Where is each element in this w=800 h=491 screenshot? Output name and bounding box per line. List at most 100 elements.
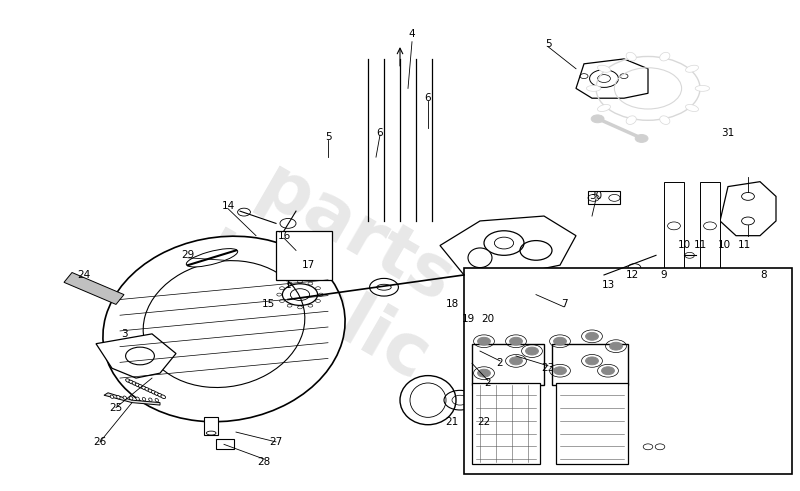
Ellipse shape <box>103 236 345 422</box>
Text: 9: 9 <box>661 270 667 280</box>
Ellipse shape <box>143 261 305 387</box>
Ellipse shape <box>145 387 150 391</box>
Text: 14: 14 <box>222 201 234 211</box>
Text: 22: 22 <box>478 417 490 427</box>
Ellipse shape <box>206 431 216 435</box>
Ellipse shape <box>142 386 146 390</box>
Bar <box>276 231 332 280</box>
Ellipse shape <box>142 398 146 401</box>
Text: 7: 7 <box>561 300 567 309</box>
Ellipse shape <box>377 284 391 290</box>
Ellipse shape <box>468 248 492 268</box>
Ellipse shape <box>598 105 610 111</box>
Ellipse shape <box>148 389 153 393</box>
Text: 2: 2 <box>497 358 503 368</box>
Text: 5: 5 <box>545 39 551 49</box>
Text: 6: 6 <box>425 93 431 103</box>
Ellipse shape <box>117 396 120 399</box>
Text: 2: 2 <box>485 378 491 388</box>
Ellipse shape <box>132 382 137 385</box>
Ellipse shape <box>135 383 140 387</box>
Text: 31: 31 <box>722 128 734 137</box>
Polygon shape <box>104 393 160 405</box>
Ellipse shape <box>126 379 130 382</box>
Text: 26: 26 <box>94 437 106 447</box>
Text: parts
public: parts public <box>191 144 481 396</box>
Ellipse shape <box>158 393 162 397</box>
Ellipse shape <box>400 376 456 425</box>
Text: 6: 6 <box>377 128 383 137</box>
Ellipse shape <box>598 65 610 72</box>
Text: 10: 10 <box>718 241 730 250</box>
Bar <box>472 344 544 385</box>
Ellipse shape <box>660 53 670 61</box>
Bar <box>204 417 218 435</box>
Ellipse shape <box>151 390 156 394</box>
Bar <box>552 344 628 385</box>
Circle shape <box>610 342 622 350</box>
Text: 5: 5 <box>325 133 331 142</box>
Ellipse shape <box>626 53 636 61</box>
Text: 28: 28 <box>258 457 270 466</box>
Text: 12: 12 <box>626 270 638 280</box>
Bar <box>216 439 234 449</box>
Circle shape <box>586 357 598 365</box>
Text: 8: 8 <box>761 270 767 280</box>
Ellipse shape <box>110 395 114 398</box>
Text: 24: 24 <box>78 270 90 280</box>
Text: 23: 23 <box>542 363 554 373</box>
Text: 17: 17 <box>302 260 314 270</box>
Text: 16: 16 <box>278 231 290 241</box>
Ellipse shape <box>149 398 152 401</box>
Ellipse shape <box>123 396 126 399</box>
Text: 3: 3 <box>121 329 127 339</box>
Circle shape <box>586 332 598 340</box>
Text: 11: 11 <box>738 241 750 250</box>
Circle shape <box>526 347 538 355</box>
Circle shape <box>554 367 566 375</box>
Circle shape <box>635 135 648 142</box>
Text: 21: 21 <box>446 417 458 427</box>
Bar <box>556 383 628 464</box>
Polygon shape <box>576 59 648 98</box>
Ellipse shape <box>695 85 710 91</box>
Ellipse shape <box>626 116 636 124</box>
Ellipse shape <box>686 65 698 72</box>
Ellipse shape <box>129 380 134 384</box>
Ellipse shape <box>138 384 143 388</box>
Bar <box>588 191 620 204</box>
Polygon shape <box>720 182 776 236</box>
Circle shape <box>602 367 614 375</box>
Ellipse shape <box>154 392 159 396</box>
Polygon shape <box>96 334 176 378</box>
Ellipse shape <box>660 116 670 124</box>
Circle shape <box>478 337 490 345</box>
Ellipse shape <box>186 248 238 267</box>
Text: 1: 1 <box>285 280 291 290</box>
Text: 18: 18 <box>446 300 458 309</box>
Ellipse shape <box>686 105 698 111</box>
Bar <box>700 182 720 270</box>
Text: 10: 10 <box>678 241 690 250</box>
Ellipse shape <box>136 397 139 400</box>
Polygon shape <box>440 216 576 275</box>
Circle shape <box>591 115 604 123</box>
Bar <box>664 182 684 270</box>
Ellipse shape <box>410 383 446 417</box>
Text: 27: 27 <box>270 437 282 447</box>
Circle shape <box>554 337 566 345</box>
Text: 25: 25 <box>110 403 122 412</box>
Bar <box>464 268 792 474</box>
Bar <box>472 383 540 464</box>
Ellipse shape <box>161 395 166 399</box>
Text: 15: 15 <box>262 300 274 309</box>
Circle shape <box>510 357 522 365</box>
Circle shape <box>478 369 490 377</box>
Text: 19: 19 <box>462 314 474 324</box>
Ellipse shape <box>130 397 133 400</box>
Text: 4: 4 <box>409 29 415 39</box>
Ellipse shape <box>586 85 601 91</box>
Ellipse shape <box>155 399 158 402</box>
Circle shape <box>510 337 522 345</box>
Text: 30: 30 <box>590 191 602 201</box>
